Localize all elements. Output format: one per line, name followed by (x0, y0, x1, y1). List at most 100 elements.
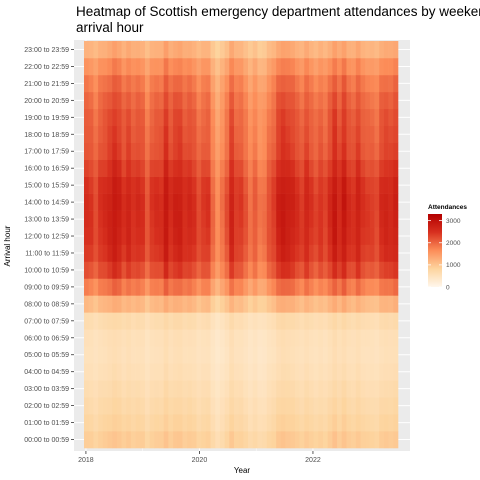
heatmap-cell (93, 159, 99, 177)
heatmap-cell (98, 193, 104, 211)
heatmap-cell (262, 57, 268, 76)
heatmap-cell (84, 261, 89, 279)
heatmap-cell (243, 125, 249, 144)
heatmap-cell (126, 397, 132, 415)
heatmap-cell (290, 193, 296, 211)
heatmap-cell (84, 142, 89, 161)
heatmap-cell (93, 414, 99, 432)
heatmap-cell (393, 346, 399, 364)
heatmap-cell (196, 312, 202, 330)
heatmap-cell (88, 312, 94, 330)
heatmap-cell (276, 431, 282, 449)
heatmap-cell (323, 74, 328, 93)
heatmap-cell (191, 41, 197, 59)
heatmap-cell (285, 261, 291, 279)
heatmap-cell (294, 431, 300, 449)
heatmap-cell (107, 431, 113, 449)
heatmap-cell (116, 159, 122, 177)
heatmap-cell (98, 346, 104, 364)
heatmap-cell (205, 227, 211, 245)
heatmap-cell (294, 397, 300, 415)
heatmap-cell (299, 41, 305, 59)
heatmap-cell (144, 414, 150, 432)
heatmap-cell (140, 363, 146, 381)
heatmap-cell (323, 414, 328, 432)
heatmap-cell (383, 108, 389, 127)
heatmap-cell (196, 244, 202, 262)
heatmap-cell (341, 74, 347, 93)
heatmap-cell (201, 142, 207, 161)
heatmap-cell (313, 312, 319, 330)
heatmap-cell (233, 431, 239, 449)
heatmap-cell (238, 74, 244, 93)
heatmap-cell (173, 74, 179, 93)
heatmap-cell (130, 312, 136, 330)
heatmap-cell (308, 227, 314, 245)
heatmap-cell (191, 74, 197, 93)
heatmap-cell (140, 346, 146, 364)
heatmap-cell (369, 159, 375, 177)
heatmap-cell (299, 108, 305, 127)
heatmap-cell (285, 397, 291, 415)
heatmap-cell (229, 142, 235, 161)
heatmap-cell (337, 346, 343, 364)
heatmap-cell (257, 363, 263, 381)
heatmap-cell (224, 431, 230, 449)
heatmap-cell (252, 57, 258, 76)
y-tick-label: 15:00 to 15:59 (24, 183, 69, 190)
heatmap-cell (196, 380, 202, 398)
heatmap-cell (140, 227, 146, 245)
heatmap-cell (112, 397, 118, 415)
heatmap-cell (154, 41, 160, 59)
heatmap-cell (229, 261, 235, 279)
heatmap-cell (365, 397, 371, 415)
heatmap-cell (140, 414, 146, 432)
heatmap-cell (365, 210, 371, 228)
heatmap-cell (177, 278, 183, 296)
heatmap-cell (126, 227, 132, 245)
heatmap-cell (205, 414, 211, 432)
heatmap-cell (98, 125, 104, 144)
heatmap-cell (205, 278, 211, 296)
heatmap-cell (304, 57, 310, 76)
heatmap-cell (116, 193, 122, 211)
heatmap-cell (285, 312, 291, 330)
heatmap-cell (294, 261, 300, 279)
heatmap-cell (158, 193, 164, 211)
heatmap-cell (149, 142, 155, 161)
heatmap-cell (84, 57, 89, 76)
heatmap-cell (88, 74, 94, 93)
heatmap-cell (313, 346, 319, 364)
heatmap-cell (233, 108, 239, 127)
heatmap-cell (374, 210, 380, 228)
heatmap-cell (327, 57, 333, 76)
heatmap-cell (121, 414, 127, 432)
heatmap-cell (201, 125, 207, 144)
heatmap-cell (379, 414, 385, 432)
heatmap-cell (107, 57, 113, 76)
heatmap-cell (149, 227, 155, 245)
heatmap-cell (210, 74, 216, 93)
heatmap-cell (112, 125, 118, 144)
heatmap-cell (107, 244, 113, 262)
heatmap-cell (88, 193, 94, 211)
heatmap-cell (177, 414, 183, 432)
heatmap-cell (93, 57, 99, 76)
heatmap-cell (173, 414, 179, 432)
heatmap-cell (388, 261, 394, 279)
heatmap-cell (369, 380, 375, 398)
heatmap-cell (313, 108, 319, 127)
chart-title-line-2: arrival hour (76, 20, 144, 35)
heatmap-cell (98, 261, 104, 279)
heatmap-cell (121, 125, 127, 144)
heatmap-cell (276, 125, 282, 144)
heatmap-cell (149, 431, 155, 449)
heatmap-cell (252, 210, 258, 228)
heatmap-cell (233, 244, 239, 262)
heatmap-cell (248, 329, 254, 347)
heatmap-cell (107, 397, 113, 415)
heatmap-cell (369, 108, 375, 127)
heatmap-cell (290, 397, 296, 415)
heatmap-cell (337, 278, 343, 296)
heatmap-cell (285, 278, 291, 296)
